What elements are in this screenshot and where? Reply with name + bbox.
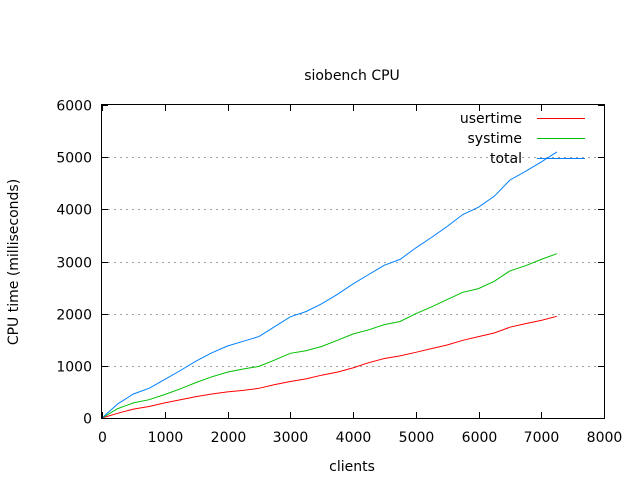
series-lines xyxy=(101,151,558,419)
x-tick-label: 3000 xyxy=(273,430,309,446)
x-tick-label: 0 xyxy=(98,430,107,446)
plot-frame xyxy=(101,104,605,419)
y-tick-label: 5000 xyxy=(56,151,92,167)
axis-ticks: 0 1000 2000 3000 4000 5000 6000 0 1000 2000 3000 40… xyxy=(56,99,622,447)
y-tick-label: 6000 xyxy=(56,99,92,115)
grid-lines xyxy=(102,157,604,367)
y-axis-label: CPU time (milliseconds) xyxy=(6,179,22,345)
x-tick-label: 6000 xyxy=(462,430,498,446)
x-tick-label: 4000 xyxy=(336,430,372,446)
y-tick-label: 2000 xyxy=(56,308,92,324)
x-tick-label: 2000 xyxy=(211,430,247,446)
x-tick-label: 1000 xyxy=(148,430,184,446)
legend: usertime systime total xyxy=(460,111,585,167)
series-line-systime xyxy=(101,253,558,419)
y-tick-label: 1000 xyxy=(56,360,92,376)
chart-title: siobench CPU xyxy=(304,68,400,84)
series-line-usertime xyxy=(101,315,558,419)
y-tick-label: 0 xyxy=(83,412,92,428)
series-line-total xyxy=(101,151,558,419)
x-tick-label: 5000 xyxy=(399,430,435,446)
x-tick-label: 8000 xyxy=(587,430,623,446)
legend-label-total: total xyxy=(490,151,522,167)
legend-label-usertime: usertime xyxy=(460,111,522,127)
y-tick-label: 3000 xyxy=(56,256,92,272)
legend-label-systime: systime xyxy=(467,131,522,147)
x-axis-label: clients xyxy=(329,459,375,475)
x-tick-label: 7000 xyxy=(524,430,560,446)
y-tick-label: 4000 xyxy=(56,203,92,219)
